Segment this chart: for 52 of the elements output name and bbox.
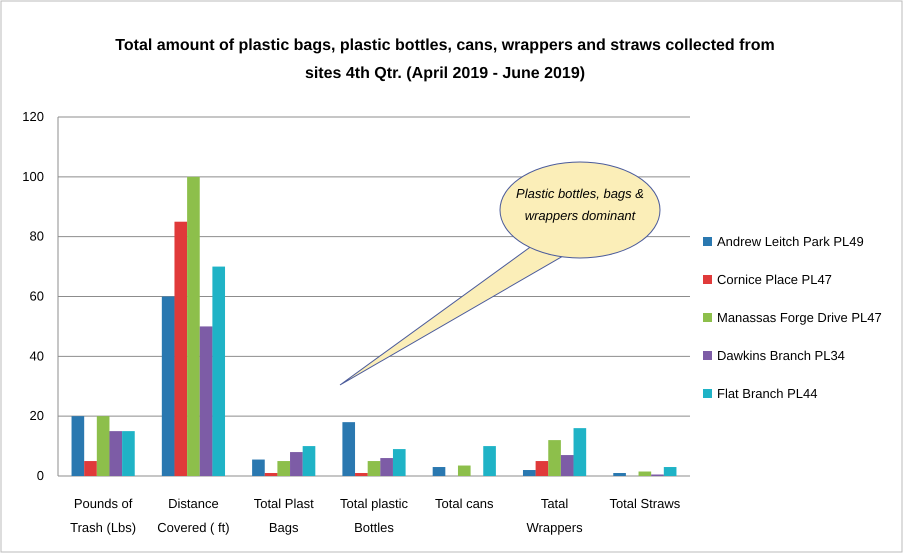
annotation: Plastic bottles, bags & wrappers dominant bbox=[516, 186, 644, 223]
legend-label: Cornice Place PL47 bbox=[717, 272, 832, 287]
bar bbox=[277, 461, 290, 476]
y-tick-label: 80 bbox=[30, 228, 44, 244]
legend-label: Andrew Leitch Park PL49 bbox=[717, 234, 864, 249]
y-tick-label: 40 bbox=[30, 348, 44, 364]
bar bbox=[72, 416, 84, 476]
y-tick-label: 0 bbox=[36, 468, 44, 483]
bar bbox=[302, 446, 316, 476]
bar bbox=[638, 472, 652, 476]
bar bbox=[252, 460, 265, 476]
x-tick-label: Pounds of Trash (Lbs) bbox=[70, 496, 136, 535]
bar bbox=[109, 431, 122, 476]
bar bbox=[342, 422, 356, 476]
bar bbox=[522, 470, 536, 476]
bar bbox=[458, 466, 471, 476]
bar bbox=[187, 176, 200, 476]
x-tick-label: Tatal Wrappers bbox=[526, 496, 584, 535]
legend-label: Flat Branch PL44 bbox=[717, 386, 818, 401]
chart-title: Total amount of plastic bags, plastic bottles, cans, wrappers and straws collected from sites 4th Qtr. (April 2019 - June 2019) bbox=[115, 37, 775, 82]
y-tick-label: 20 bbox=[30, 408, 44, 424]
legend-label: Dawkins Branch PL34 bbox=[717, 348, 845, 363]
bar bbox=[613, 473, 626, 476]
legend-label: Manassas Forge Drive PL47 bbox=[717, 310, 882, 325]
bar bbox=[560, 455, 574, 476]
x-tick-label: Total Plast Bags bbox=[254, 496, 314, 535]
bar bbox=[574, 428, 586, 476]
bar bbox=[162, 296, 174, 476]
bar bbox=[432, 467, 446, 476]
y-tick-label: 60 bbox=[30, 288, 44, 304]
bar bbox=[355, 473, 368, 476]
bar bbox=[212, 266, 226, 476]
x-tick-label: Total Straws bbox=[609, 496, 681, 511]
bar bbox=[368, 461, 380, 476]
y-tick-label: 100 bbox=[22, 168, 44, 184]
y-tick-label: 120 bbox=[22, 109, 44, 124]
x-tick-label: Distance Covered ( ft) bbox=[157, 496, 230, 535]
bar bbox=[392, 449, 406, 476]
bar bbox=[664, 467, 676, 476]
bar bbox=[536, 461, 548, 476]
x-tick-label: Total plastic Bottles bbox=[340, 496, 408, 535]
bar bbox=[174, 222, 188, 476]
bar bbox=[84, 461, 97, 476]
bar bbox=[483, 446, 496, 476]
bar bbox=[380, 458, 393, 476]
bar bbox=[122, 431, 135, 476]
bar bbox=[200, 326, 212, 476]
bar bbox=[96, 416, 110, 476]
x-tick-label: Total cans bbox=[435, 496, 494, 511]
bar bbox=[264, 473, 278, 476]
bar bbox=[290, 452, 303, 476]
bar bbox=[548, 440, 561, 476]
